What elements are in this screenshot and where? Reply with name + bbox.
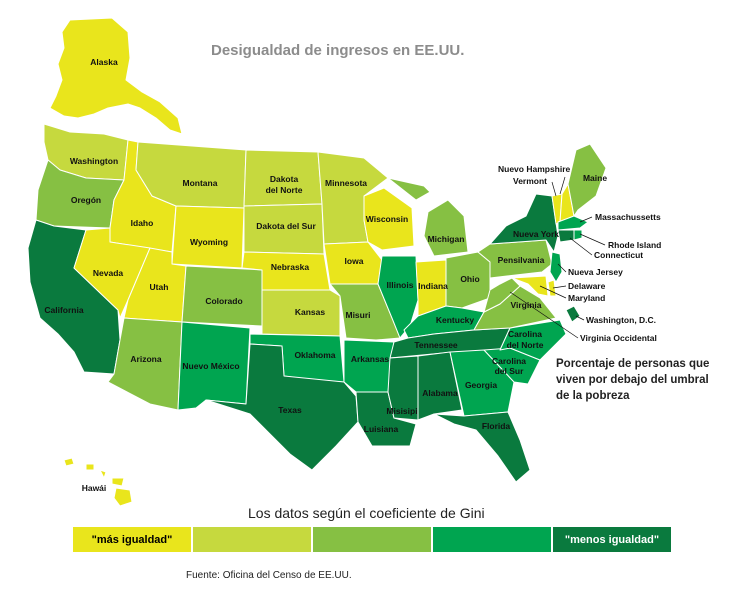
- label-nebraska: Nebraska: [271, 262, 310, 272]
- label-hawaii: Hawái: [82, 483, 107, 493]
- state-connecticut: [557, 229, 575, 243]
- label-dc: Washington, D.C.: [586, 315, 656, 325]
- label-north-dakota-1: Dakota: [270, 174, 299, 184]
- state-alaska: [49, 17, 183, 135]
- label-texas: Texas: [278, 405, 302, 415]
- source-note: Fuente: Oficina del Censo de EE.UU.: [186, 570, 352, 581]
- label-new-jersey: Nueva Jersey: [568, 267, 623, 277]
- map-title: Desigualdad de ingresos en EE.UU.: [211, 42, 465, 59]
- state-hawaii: [63, 457, 133, 507]
- label-pennsylvania: Pensilvania: [498, 255, 545, 265]
- state-new-jersey: [549, 251, 563, 283]
- state-massachusetts: [557, 215, 589, 231]
- label-virginia: Virginia: [510, 300, 541, 310]
- label-oklahoma: Oklahoma: [294, 350, 335, 360]
- label-delaware: Delaware: [568, 281, 606, 291]
- label-maryland: Maryland: [568, 293, 605, 303]
- legend-item-2: [193, 527, 311, 552]
- label-wisconsin: Wisconsin: [366, 214, 408, 224]
- state-maryland: [511, 275, 549, 297]
- legend-item-1: "más igualdad": [73, 527, 191, 552]
- label-tennessee: Tennessee: [414, 340, 458, 350]
- label-west-virginia: Virginia Occidental: [580, 333, 657, 343]
- label-alaska: Alaska: [90, 57, 118, 67]
- label-illinois: Illinois: [387, 280, 414, 290]
- label-colorado: Colorado: [205, 296, 242, 306]
- label-north-carolina-1: Carolina: [508, 329, 542, 339]
- label-michigan: Michigan: [428, 234, 465, 244]
- label-louisiana: Luisiana: [364, 424, 399, 434]
- state-mississippi: [387, 355, 419, 421]
- legend-item-3: [313, 527, 431, 552]
- label-south-dakota: Dakota del Sur: [256, 221, 316, 231]
- label-maine: Maine: [583, 173, 607, 183]
- label-nevada: Nevada: [93, 268, 124, 278]
- label-vermont: Vermont: [513, 176, 547, 186]
- label-kentucky: Kentucky: [436, 315, 475, 325]
- label-georgia: Georgia: [465, 380, 497, 390]
- label-alabama: Alabama: [422, 388, 458, 398]
- label-north-carolina-2: del Norte: [507, 340, 544, 350]
- label-connecticut: Connecticut: [594, 250, 643, 260]
- label-massachusetts: Massachussetts: [595, 212, 661, 222]
- state-georgia: [449, 349, 515, 417]
- label-california: California: [44, 305, 83, 315]
- label-new-mexico: Nuevo México: [182, 361, 239, 371]
- state-rhode-island: [573, 229, 583, 241]
- state-michigan: [387, 177, 469, 257]
- state-florida: [433, 411, 531, 483]
- label-rhode-island: Rhode Island: [608, 240, 661, 250]
- label-oregon: Oregón: [71, 195, 101, 205]
- label-florida: Florida: [482, 421, 511, 431]
- label-minnesota: Minnesota: [325, 178, 367, 188]
- state-dc: [565, 305, 581, 323]
- label-idaho: Idaho: [131, 218, 154, 228]
- label-arizona: Arizona: [130, 354, 161, 364]
- label-missouri: Misuri: [345, 310, 370, 320]
- label-washington: Washington: [70, 156, 118, 166]
- label-south-carolina-1: Carolina: [492, 356, 526, 366]
- label-utah: Utah: [150, 282, 169, 292]
- label-indiana: Indiana: [418, 281, 448, 291]
- state-maine: [567, 143, 607, 217]
- label-north-dakota-2: del Norte: [266, 185, 303, 195]
- legend-title: Los datos según el coeficiente de Gini: [248, 505, 485, 521]
- label-ohio: Ohio: [460, 274, 479, 284]
- label-arkansas: Arkansas: [351, 354, 390, 364]
- state-alabama: [417, 351, 463, 421]
- state-texas: [205, 343, 359, 471]
- label-wyoming: Wyoming: [190, 237, 228, 247]
- label-montana: Montana: [183, 178, 218, 188]
- label-south-carolina-2: del Sur: [495, 366, 525, 376]
- map-note: Porcentaje de personas que viven por deb…: [556, 358, 710, 402]
- legend-item-5: "menos igualdad": [553, 527, 671, 552]
- state-delaware: [547, 279, 557, 297]
- label-kansas: Kansas: [295, 307, 326, 317]
- legend-item-4: [433, 527, 551, 552]
- state-wisconsin: [363, 187, 415, 251]
- label-new-hampshire: Nuevo Hampshire: [498, 164, 571, 174]
- label-new-york: Nueva York: [513, 229, 559, 239]
- label-iowa: Iowa: [345, 256, 364, 266]
- label-mississippi: Misisipi: [386, 406, 417, 416]
- state-kansas: [261, 289, 341, 337]
- state-arkansas: [343, 339, 395, 393]
